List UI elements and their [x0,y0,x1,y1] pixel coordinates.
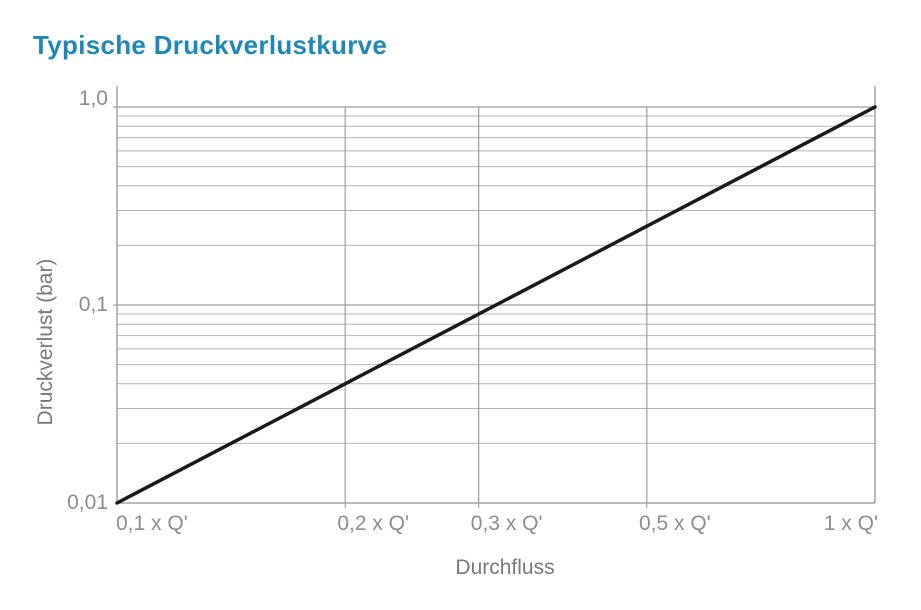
y-axis-title: Druckverlust (bar) [34,258,57,426]
x-axis-title: Durchfluss [455,556,555,579]
y-tick-label: 0,01 [67,491,108,514]
x-tick-label: 0,1 x Q' [116,512,188,535]
pressure-loss-curve [115,105,877,505]
x-tick-label: 0,2 x Q' [337,512,410,535]
y-tick-label: 0,1 [78,293,108,316]
x-tick-label: 1 x Q' [823,512,878,535]
x-tick-label: 0,5 x Q' [638,512,711,535]
y-tick-label: 1,0 [78,87,108,110]
x-tick-label: 0,3 x Q' [470,512,543,535]
chart-title: Typische Druckverlustkurve [33,30,388,60]
